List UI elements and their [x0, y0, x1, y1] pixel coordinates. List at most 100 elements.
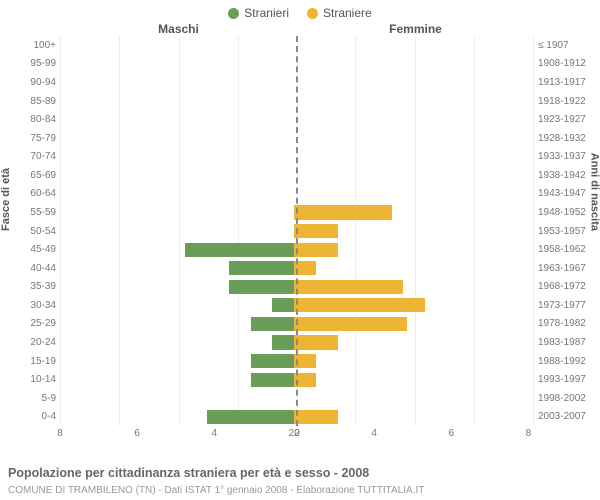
birth-label: 1983-1987 — [538, 333, 586, 352]
birth-label: 1963-1967 — [538, 259, 586, 278]
age-label: 30-34 — [30, 296, 56, 315]
bar-row — [120, 166, 468, 185]
birth-label: 1933-1937 — [538, 147, 586, 166]
age-label: 20-24 — [30, 333, 56, 352]
birth-label: 1918-1922 — [538, 92, 586, 111]
column-headers: Maschi Femmine — [0, 22, 600, 36]
bar-male — [272, 298, 294, 312]
age-label: 0-4 — [42, 408, 56, 427]
bar-female — [294, 298, 425, 312]
birth-label: 1998-2002 — [538, 389, 586, 408]
age-label: 15-19 — [30, 352, 56, 371]
age-label: 75-79 — [30, 129, 56, 148]
birth-label: 1928-1932 — [538, 129, 586, 148]
bar-row — [120, 296, 468, 315]
birth-label: 2003-2007 — [538, 408, 586, 427]
bar-row — [120, 36, 468, 55]
birth-label: 1923-1927 — [538, 110, 586, 129]
bar-female — [294, 317, 407, 331]
x-ticks-right: 02468 — [297, 428, 534, 439]
bar-male — [229, 261, 294, 275]
plot-grid — [60, 36, 534, 426]
legend: Stranieri Straniere — [0, 0, 600, 22]
bar-row — [120, 110, 468, 129]
birth-label: 1993-1997 — [538, 370, 586, 389]
age-labels: 100+95-9990-9485-8980-8475-7970-7465-696… — [0, 36, 60, 426]
birth-label: 1978-1982 — [538, 315, 586, 334]
pyramid-chart: Stranieri Straniere Maschi Femmine Fasce… — [0, 0, 600, 500]
bar-row — [120, 333, 468, 352]
bar-row — [120, 352, 468, 371]
age-label: 100+ — [33, 36, 56, 55]
age-label: 60-64 — [30, 185, 56, 204]
age-label: 90-94 — [30, 73, 56, 92]
bar-female — [294, 335, 338, 349]
bar-row — [120, 240, 468, 259]
bar-row — [120, 92, 468, 111]
female-swatch — [307, 8, 318, 19]
age-label: 40-44 — [30, 259, 56, 278]
bar-male — [207, 410, 294, 424]
bar-row — [120, 370, 468, 389]
chart-source: COMUNE DI TRAMBILENO (TN) - Dati ISTAT 1… — [8, 485, 424, 496]
plot-area: Fasce di età Anni di nascita 100+95-9990… — [0, 36, 600, 426]
bar-male — [251, 317, 295, 331]
birth-label: 1973-1977 — [538, 296, 586, 315]
header-female: Femmine — [297, 22, 600, 36]
birth-label: 1953-1957 — [538, 222, 586, 241]
bar-female — [294, 280, 403, 294]
age-label: 65-69 — [30, 166, 56, 185]
age-label: 5-9 — [42, 389, 56, 408]
age-label: 50-54 — [30, 222, 56, 241]
x-axis: 02468 02468 0 — [60, 428, 534, 439]
x-ticks-left: 02468 — [60, 428, 297, 439]
legend-female: Straniere — [307, 6, 372, 20]
bar-row — [120, 278, 468, 297]
birth-label: 1958-1962 — [538, 240, 586, 259]
bar-row — [120, 129, 468, 148]
center-divider — [296, 36, 298, 426]
bar-female — [294, 243, 338, 257]
birth-label: ≤ 1907 — [538, 36, 569, 55]
birth-labels: ≤ 19071908-19121913-19171918-19221923-19… — [534, 36, 600, 426]
bar-female — [294, 410, 338, 424]
birth-label: 1968-1972 — [538, 278, 586, 297]
age-label: 55-59 — [30, 203, 56, 222]
age-label: 10-14 — [30, 370, 56, 389]
age-label: 25-29 — [30, 315, 56, 334]
birth-label: 1948-1952 — [538, 203, 586, 222]
legend-male: Stranieri — [228, 6, 289, 20]
bar-male — [185, 243, 294, 257]
bar-male — [229, 280, 294, 294]
x-tick-zero: 0 — [294, 428, 300, 439]
header-male: Maschi — [0, 22, 297, 36]
bar-rows — [120, 36, 468, 426]
age-label: 45-49 — [30, 240, 56, 259]
bar-female — [294, 205, 392, 219]
bar-row — [120, 222, 468, 241]
bar-row — [120, 73, 468, 92]
bar-male — [251, 354, 295, 368]
bar-row — [120, 203, 468, 222]
bar-female — [294, 224, 338, 238]
bar-male — [251, 373, 295, 387]
age-label: 95-99 — [30, 55, 56, 74]
legend-female-label: Straniere — [323, 6, 372, 20]
birth-label: 1913-1917 — [538, 73, 586, 92]
age-label: 35-39 — [30, 278, 56, 297]
bar-row — [120, 147, 468, 166]
age-label: 70-74 — [30, 147, 56, 166]
age-label: 85-89 — [30, 92, 56, 111]
birth-label: 1908-1912 — [538, 55, 586, 74]
chart-title: Popolazione per cittadinanza straniera p… — [8, 466, 369, 480]
birth-label: 1938-1942 — [538, 166, 586, 185]
bar-row — [120, 315, 468, 334]
bar-row — [120, 389, 468, 408]
bar-row — [120, 259, 468, 278]
legend-male-label: Stranieri — [244, 6, 289, 20]
birth-label: 1943-1947 — [538, 185, 586, 204]
bar-row — [120, 55, 468, 74]
male-swatch — [228, 8, 239, 19]
birth-label: 1988-1992 — [538, 352, 586, 371]
age-label: 80-84 — [30, 110, 56, 129]
